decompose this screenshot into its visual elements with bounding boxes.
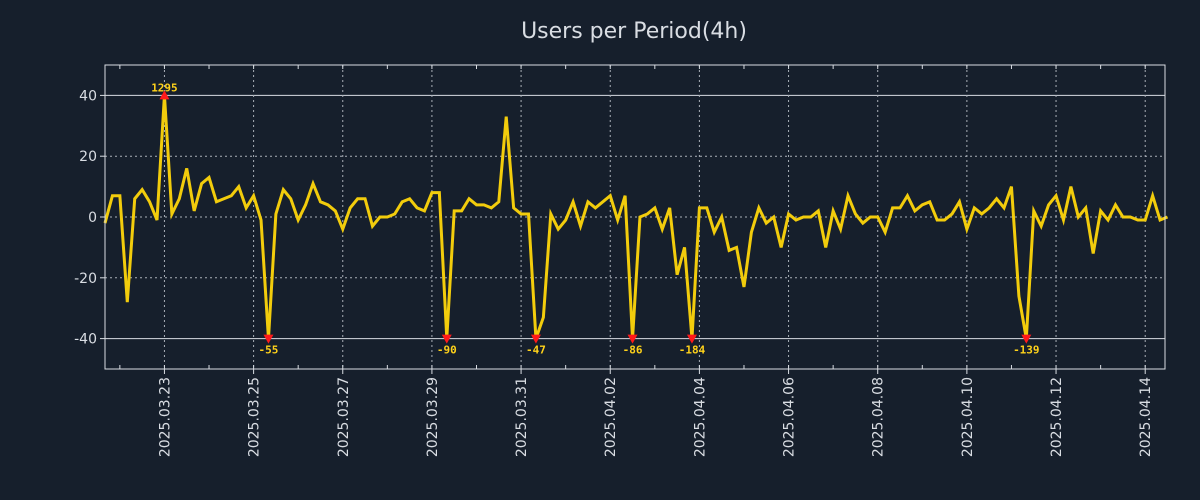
x-tick-label: 2025.03.29 bbox=[425, 377, 441, 457]
series-line-users bbox=[103, 95, 1169, 340]
y-tick-label: 40 bbox=[79, 88, 97, 104]
x-tick-label: 2025.03.23 bbox=[157, 377, 173, 457]
clip-value-label: -86 bbox=[623, 344, 643, 357]
grid bbox=[105, 65, 1165, 369]
clip-value-label: -90 bbox=[437, 344, 457, 357]
clip-value-label: 1295 bbox=[151, 81, 178, 94]
clip-marker-down bbox=[263, 334, 274, 344]
clip-marker-down bbox=[441, 334, 452, 344]
x-tick-label: 2025.04.06 bbox=[782, 377, 798, 457]
clip-value-label: -55 bbox=[259, 344, 279, 357]
y-tick-label: 0 bbox=[88, 210, 97, 226]
clip-marker-down bbox=[1021, 334, 1032, 344]
plot-frame bbox=[104, 64, 1166, 370]
x-tick-label: 2025.04.14 bbox=[1138, 377, 1154, 457]
chart-title: Users per Period(4h) bbox=[521, 19, 747, 44]
clip-value-label: -139 bbox=[1013, 344, 1040, 357]
clip-marker-down bbox=[627, 334, 638, 344]
y-tick-label: 20 bbox=[79, 149, 97, 165]
x-tick-label: 2025.04.02 bbox=[603, 377, 619, 457]
y-axis: -40 -20 0 20 40 bbox=[74, 88, 105, 348]
x-tick-label: 2025.04.12 bbox=[1049, 377, 1065, 457]
x-tick-label: 2025.04.10 bbox=[960, 377, 976, 457]
clip-value-label: -47 bbox=[526, 344, 546, 357]
x-tick-label: 2025.03.27 bbox=[336, 377, 352, 457]
x-tick-label: 2025.03.25 bbox=[247, 377, 263, 457]
x-axis: 2025.03.23 2025.03.25 2025.03.27 2025.03.29… bbox=[119, 65, 1154, 457]
annotations: 1295 -55 -90 -47 -86 -184 -139 bbox=[151, 81, 1039, 356]
x-tick-label: 2025.04.04 bbox=[692, 377, 708, 457]
clip-marker-down bbox=[530, 334, 541, 344]
clip-marker-down bbox=[686, 334, 697, 344]
y-tick-label: -40 bbox=[74, 332, 97, 348]
clip-marker-up bbox=[159, 90, 170, 100]
x-tick-label: 2025.03.31 bbox=[514, 377, 530, 457]
x-tick-label: 2025.04.08 bbox=[871, 377, 887, 457]
clip-value-label: -184 bbox=[679, 344, 706, 357]
y-tick-label: -20 bbox=[74, 271, 97, 287]
